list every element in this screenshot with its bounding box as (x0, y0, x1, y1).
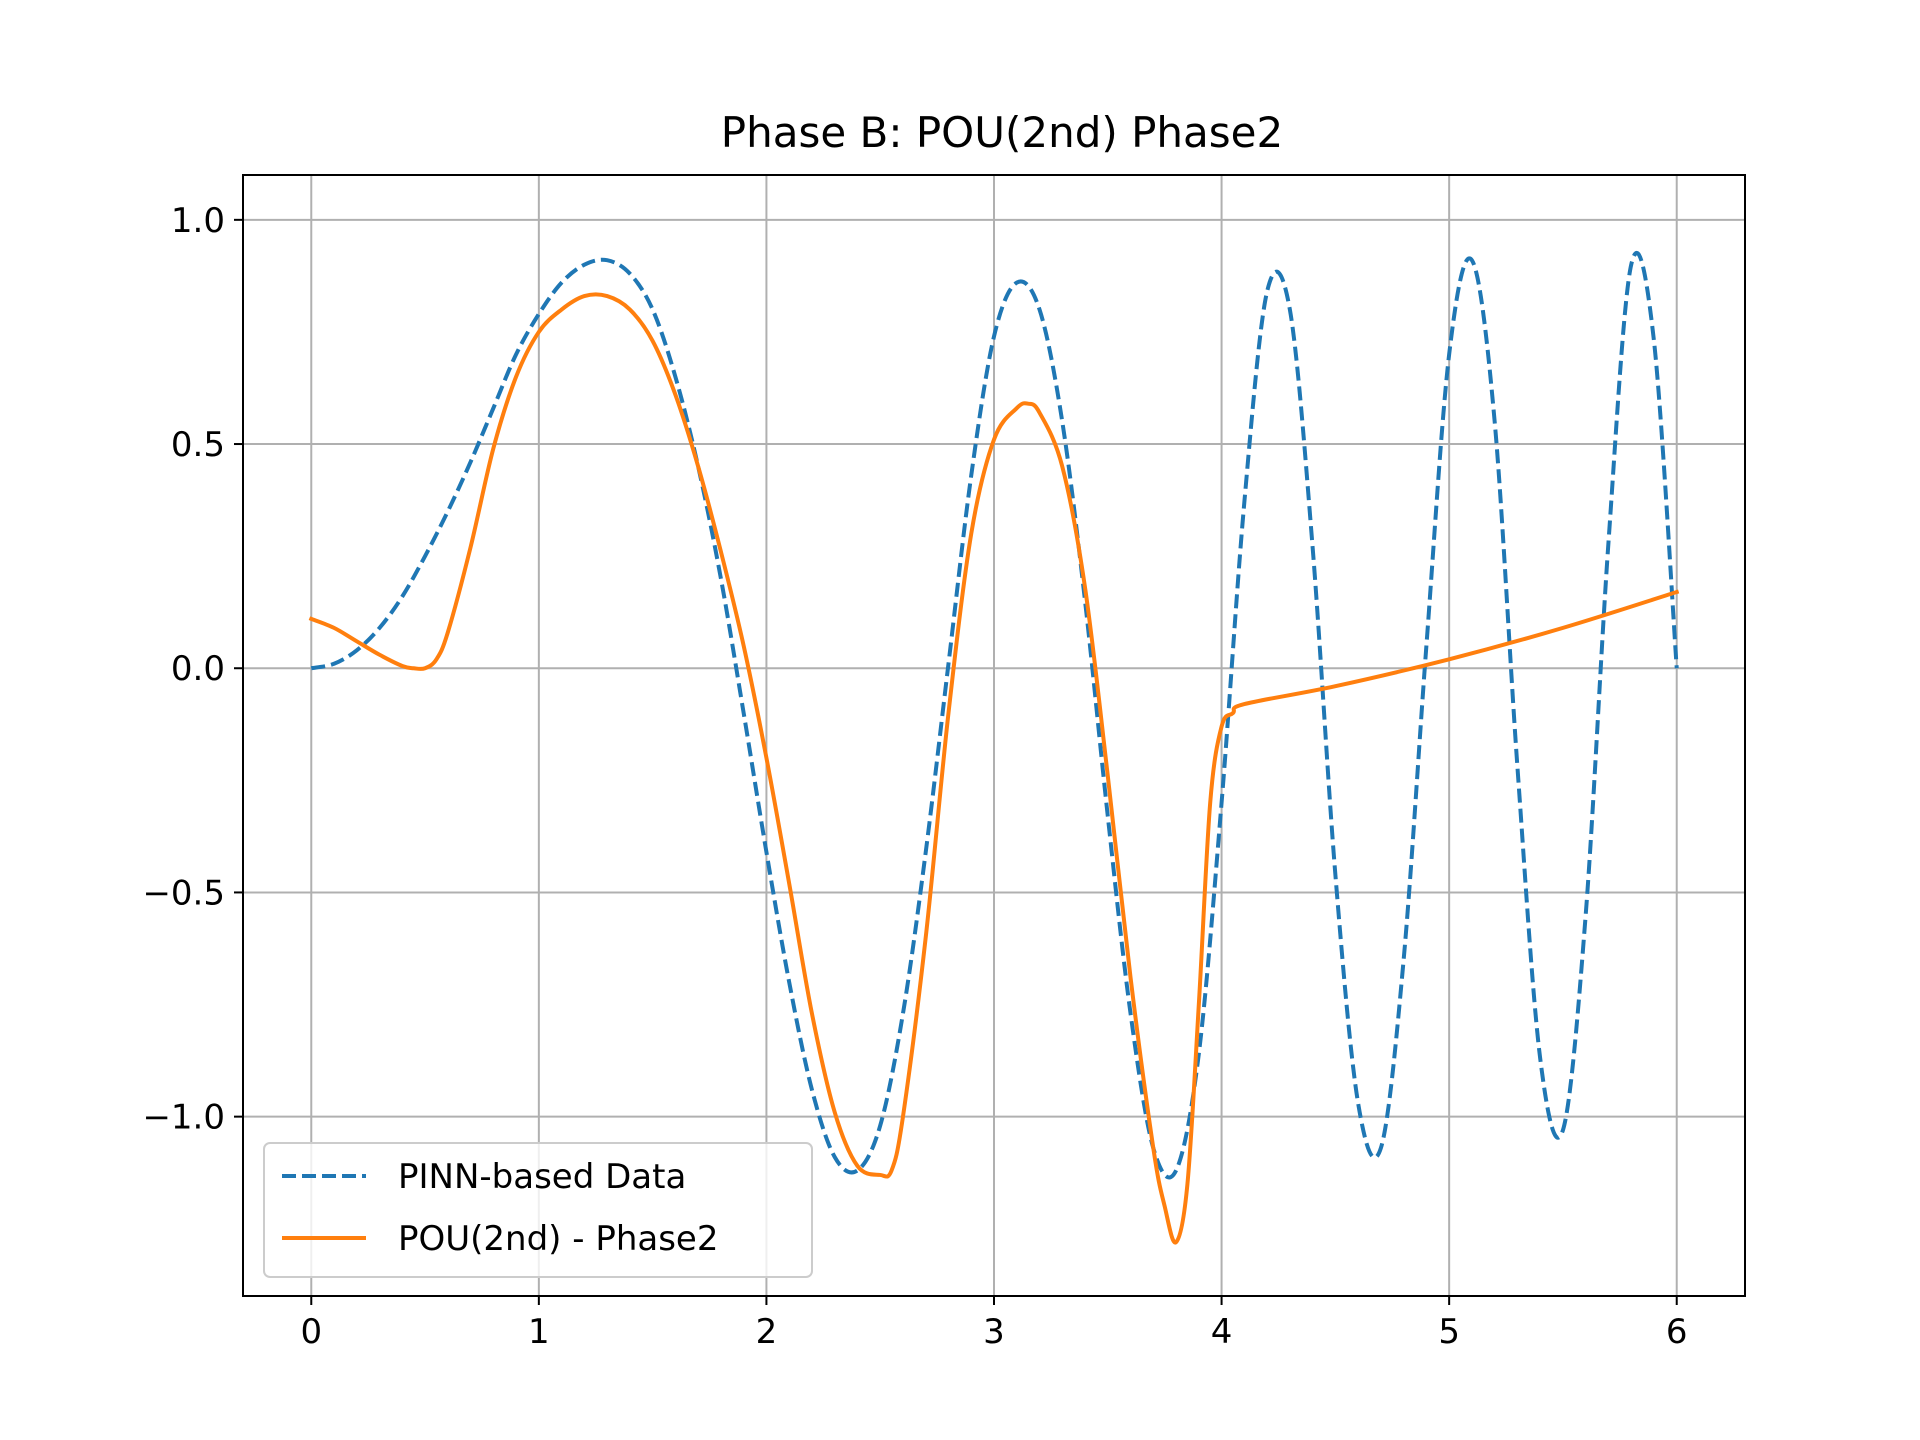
ticks: 0 1 2 3 4 5 6 1.0 0.5 0.0 −0.5 −1.0 (142, 201, 1687, 1352)
legend-label-pou: POU(2nd) - Phase2 (398, 1219, 718, 1259)
legend: PINN-based Data POU(2nd) - Phase2 (263, 1142, 813, 1278)
x-tick-label: 4 (1211, 1312, 1233, 1352)
y-tick-label: −1.0 (142, 1098, 225, 1138)
series-line-pou (308, 292, 1680, 1245)
y-tick-label: −0.5 (142, 873, 225, 913)
x-tick-label: 1 (528, 1312, 550, 1352)
y-tick-label: 0.5 (171, 425, 225, 465)
x-tick-label: 5 (1438, 1312, 1460, 1352)
series-line-pinn (310, 250, 1679, 1180)
legend-box (263, 1142, 813, 1278)
y-tick-label: 0.0 (171, 649, 225, 689)
series-lines (308, 250, 1680, 1245)
x-tick-label: 6 (1666, 1312, 1688, 1352)
legend-label-pinn: PINN-based Data (398, 1157, 686, 1197)
x-tick-label: 2 (756, 1312, 778, 1352)
chart-title: Phase B: POU(2nd) Phase2 (721, 108, 1283, 157)
x-tick-label: 0 (300, 1312, 322, 1352)
y-tick-label: 1.0 (171, 201, 225, 241)
x-tick-label: 3 (983, 1312, 1005, 1352)
